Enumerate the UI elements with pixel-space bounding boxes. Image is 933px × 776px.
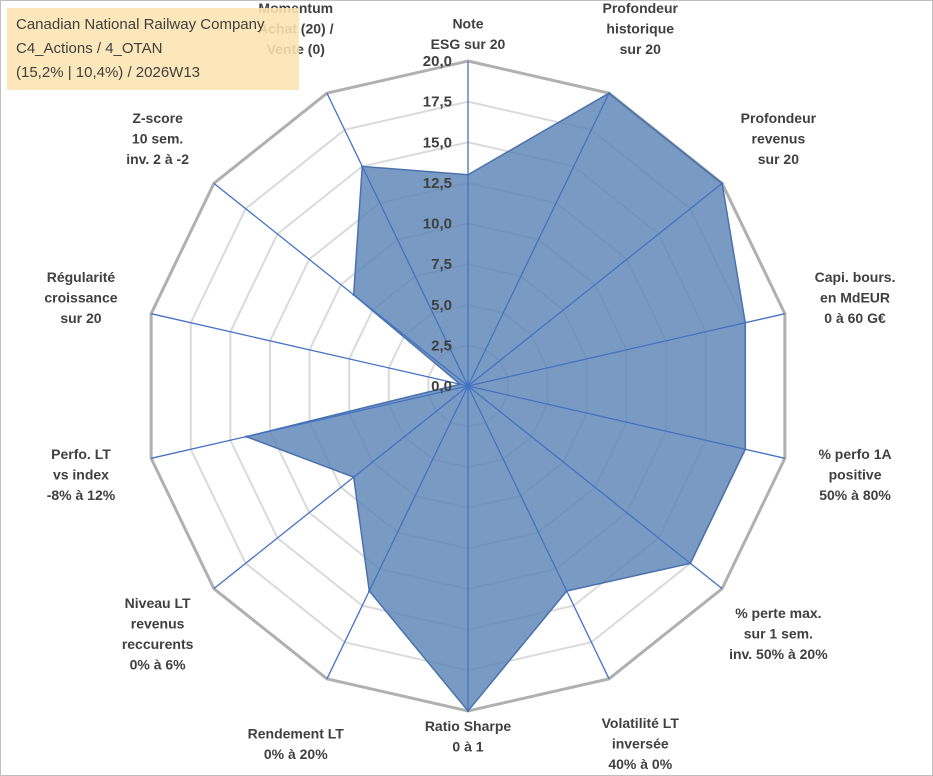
- axis-label: Profondeur historique sur 20: [603, 0, 679, 57]
- axis-label-line: 50% à 80%: [819, 487, 891, 503]
- company-name: Canadian National Railway Company: [16, 16, 265, 33]
- axis-label-line: inv. 2 à -2: [126, 151, 189, 167]
- tick-label: 20,0: [423, 53, 452, 70]
- axis-label: Niveau LT revenus reccurents 0% à 6%: [122, 595, 194, 673]
- axis-label: Volatilité LT inversée 40% à 0%: [602, 715, 680, 772]
- axis-label-line: Z-score: [132, 110, 183, 126]
- tick-label: 10,0: [423, 216, 452, 233]
- axis-label-line: -8% à 12%: [47, 487, 116, 503]
- axis-spoke: [151, 385, 469, 459]
- axis-label-line: en MdEUR: [820, 290, 890, 306]
- axis-label-line: sur 1 sem.: [744, 626, 813, 642]
- tick-label: 15,0: [423, 134, 452, 151]
- axis-label: Régularité croissance sur 20: [44, 269, 117, 326]
- axis-label-line: Ratio Sharpe: [425, 718, 512, 734]
- tick-label: 12,5: [423, 175, 452, 192]
- axis-spoke: [467, 182, 723, 387]
- axis-label-line: Régularité: [47, 269, 116, 285]
- axis-spoke: [326, 385, 469, 680]
- axis-label-line: revenus: [131, 615, 185, 631]
- axis-label: Profondeur revenus sur 20: [741, 110, 817, 167]
- axis-label-line: Volatilité LT: [602, 715, 680, 731]
- axis-label-line: Profondeur: [603, 0, 679, 16]
- tick-label: 5,0: [431, 297, 452, 314]
- axis-label: Perfo. LT vs index -8% à 12%: [47, 446, 116, 503]
- axis-spoke: [467, 385, 723, 590]
- axis-label-line: croissance: [44, 290, 117, 306]
- axis-label-line: vs index: [53, 466, 109, 482]
- axis-label-line: ESG sur 20: [431, 36, 506, 52]
- tick-label: 7,5: [431, 256, 452, 273]
- axis-label-line: 0 à 60 G€: [824, 310, 886, 326]
- axis-label-line: Rendement LT: [248, 725, 345, 741]
- details-label: (15,2% | 10,4%) / 2026W13: [16, 64, 200, 81]
- axis-label-line: Niveau LT: [125, 595, 191, 611]
- axis-label-line: historique: [606, 20, 674, 36]
- axis-label-line: 0% à 20%: [264, 746, 328, 762]
- axis-label-line: Profondeur: [741, 110, 817, 126]
- axis-spoke: [326, 92, 469, 387]
- axis-label: Z-score 10 sem. inv. 2 à -2: [126, 110, 189, 167]
- axis-label-line: sur 20: [620, 41, 661, 57]
- axis-label-line: 40% à 0%: [608, 756, 672, 772]
- tick-label: 0,0: [431, 378, 452, 395]
- axis-label: Capi. bours. en MdEUR 0 à 60 G€: [815, 269, 896, 326]
- axis-label: % perte max. sur 1 sem. inv. 50% à 20%: [729, 605, 828, 662]
- axis-label-line: revenus: [752, 130, 806, 146]
- tick-label: 17,5: [423, 94, 452, 111]
- axis-label: % perfo 1A positive 50% à 80%: [818, 446, 891, 503]
- axis-label-line: sur 20: [758, 151, 799, 167]
- axis-label-line: 0% à 6%: [130, 656, 187, 672]
- axis-spoke: [467, 313, 785, 387]
- axis-label-line: inv. 50% à 20%: [729, 646, 828, 662]
- axis-label-line: Capi. bours.: [815, 269, 896, 285]
- category-label: C4_Actions / 4_OTAN: [16, 40, 163, 57]
- axis-spoke: [213, 385, 469, 590]
- axis-label-line: reccurents: [122, 636, 194, 652]
- axis-label-line: % perte max.: [735, 605, 821, 621]
- axis-label: Note ESG sur 20: [431, 16, 506, 53]
- axis-spoke: [467, 92, 610, 387]
- axis-label-line: % perfo 1A: [818, 446, 891, 462]
- data-polygon: [243, 92, 746, 713]
- axis-label-line: sur 20: [60, 310, 101, 326]
- axis-label-line: 0 à 1: [452, 739, 483, 755]
- axis-label-line: 10 sem.: [132, 130, 183, 146]
- axis-label-line: Perfo. LT: [51, 446, 111, 462]
- axis-spoke: [467, 385, 785, 459]
- axis-label-line: positive: [829, 466, 882, 482]
- info-box: Canadian National Railway Company C4_Act…: [7, 8, 299, 90]
- axis-label-line: Note: [452, 16, 483, 32]
- axis-spoke: [151, 313, 469, 387]
- axis-label: Rendement LT 0% à 20%: [248, 725, 345, 762]
- axis-spoke: [213, 182, 469, 387]
- axis-label-line: inversée: [612, 736, 669, 752]
- axis-spoke: [467, 385, 610, 680]
- tick-label: 2,5: [431, 337, 452, 354]
- axis-label: Ratio Sharpe 0 à 1: [425, 718, 512, 755]
